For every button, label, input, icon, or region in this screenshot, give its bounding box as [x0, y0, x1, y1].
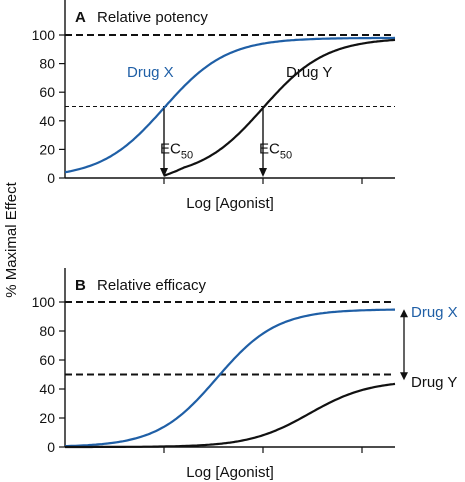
y-tick-label: 60	[39, 352, 55, 368]
efficacy-arrowhead-top	[400, 309, 408, 318]
y-tick-label: 100	[32, 294, 56, 310]
series-line-drug-y	[65, 382, 396, 449]
ec50-subscript: 50	[181, 149, 193, 161]
y-tick-label: 20	[39, 410, 55, 426]
series-line-drug-x	[64, 36, 396, 174]
y-tick-label: 40	[39, 381, 55, 397]
ec50-arrowhead	[259, 168, 267, 177]
y-tick-label: 80	[39, 56, 55, 72]
y-axis-title: % Maximal Effect	[3, 181, 20, 297]
panel-a: A Relative potency 0 20 40 60 80 100 Log [Agonis…	[32, 0, 396, 212]
panel-title: Relative potency	[97, 9, 208, 26]
series-line-drug-y	[163, 38, 396, 177]
series-label-drug-y: Drug Y	[411, 374, 457, 391]
series-label-drug-x: Drug X	[411, 304, 458, 321]
ec50-arrowhead	[160, 168, 168, 177]
ec50-subscript: 50	[280, 149, 292, 161]
efficacy-arrowhead-bottom	[400, 372, 408, 381]
y-tick-label: 0	[47, 170, 55, 186]
y-tick-label: 40	[39, 113, 55, 129]
panel-letter: B	[75, 277, 86, 294]
series-label-drug-y: Drug Y	[286, 64, 332, 81]
y-tick-label: 100	[32, 27, 56, 43]
series-line-drug-x	[65, 308, 395, 448]
ec50-label: EC50	[160, 140, 193, 161]
y-tick-label: 0	[47, 439, 55, 455]
panel-letter: A	[75, 9, 86, 26]
x-axis-title: Log [Agonist]	[186, 464, 274, 481]
y-tick-label: 20	[39, 141, 55, 157]
y-tick-label: 60	[39, 84, 55, 100]
ec50-label: EC50	[259, 140, 292, 161]
series-label-drug-x: Drug X	[127, 64, 174, 81]
panel-title: Relative efficacy	[97, 277, 206, 294]
x-axis-title: Log [Agonist]	[186, 195, 274, 212]
panel-b: B Relative efficacy 0 20 40 60 80 100 Log [Agoni…	[32, 268, 458, 481]
y-tick-label: 80	[39, 323, 55, 339]
